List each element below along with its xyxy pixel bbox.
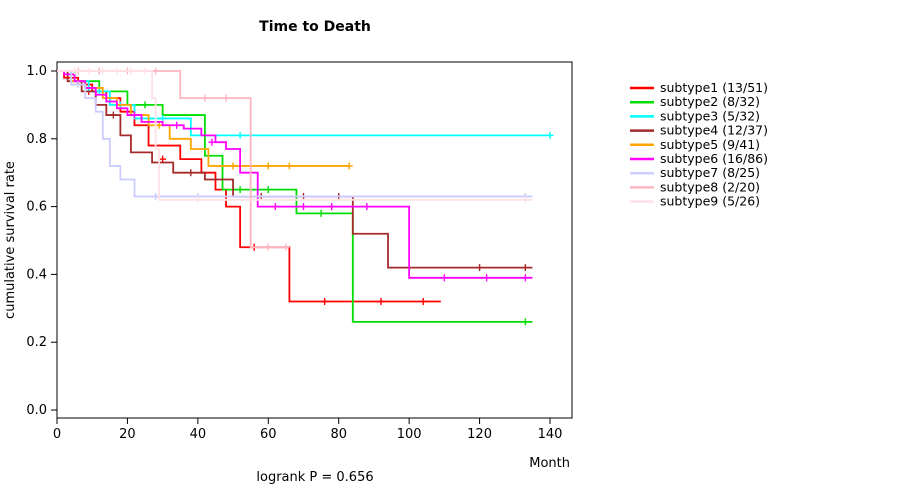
x-axis-tick-label: 140 xyxy=(538,427,563,442)
legend-label: subtype7 (8/25) xyxy=(660,165,760,180)
legend-label: subtype6 (16/86) xyxy=(660,151,768,166)
x-axis-tick-label: 20 xyxy=(119,427,136,442)
y-axis-tick-label: 0.2 xyxy=(26,335,47,350)
y-axis-tick-label: 0.4 xyxy=(26,267,47,282)
y-axis-tick-label: 0.8 xyxy=(26,132,47,147)
series-9 xyxy=(57,67,533,204)
legend-label: subtype5 (9/41) xyxy=(660,137,760,152)
logrank-annotation: logrank P = 0.656 xyxy=(256,470,373,485)
x-axis-tick-label: 100 xyxy=(397,427,422,442)
legend: subtype1 (13/51)subtype2 (8/32)subtype3 … xyxy=(630,80,768,209)
y-axis-tick-label: 0.6 xyxy=(26,200,47,215)
legend-label: subtype4 (12/37) xyxy=(660,123,768,138)
legend-label: subtype9 (5/26) xyxy=(660,194,760,209)
legend-label: subtype1 (13/51) xyxy=(660,80,768,95)
survival-curve xyxy=(57,70,533,201)
survival-curve xyxy=(57,70,533,323)
legend-label: subtype8 (2/20) xyxy=(660,179,760,194)
survival-curve xyxy=(57,70,290,249)
series-1 xyxy=(57,70,441,306)
y-axis-tick-label: 1.0 xyxy=(26,64,47,79)
plot-box xyxy=(56,61,573,419)
series-8 xyxy=(57,67,290,251)
x-axis-tick-label: 80 xyxy=(330,427,347,442)
x-axis-tick-label: 40 xyxy=(190,427,207,442)
plot-area: 0 20 40 60 80 100 120 140 0.0 0.2 0.4 0.6 0.8 1.0 xyxy=(26,61,573,442)
legend-label: subtype3 (5/32) xyxy=(660,108,760,123)
y-axis-tick-label: 0.0 xyxy=(26,403,47,418)
x-axis-tick-label: 0 xyxy=(53,427,61,442)
x-axis-tick-label: 60 xyxy=(260,427,277,442)
legend-label: subtype2 (8/32) xyxy=(660,94,760,109)
survival-curve xyxy=(57,70,350,167)
chart-title: Time to Death xyxy=(259,19,371,35)
survival-curve xyxy=(57,70,550,137)
series-2 xyxy=(57,70,533,326)
x-axis-tick-label: 120 xyxy=(467,427,492,442)
survival-curve xyxy=(57,70,533,198)
y-axis-label: cumulative survival rate xyxy=(3,161,18,319)
x-axis-label: Month xyxy=(529,456,570,471)
